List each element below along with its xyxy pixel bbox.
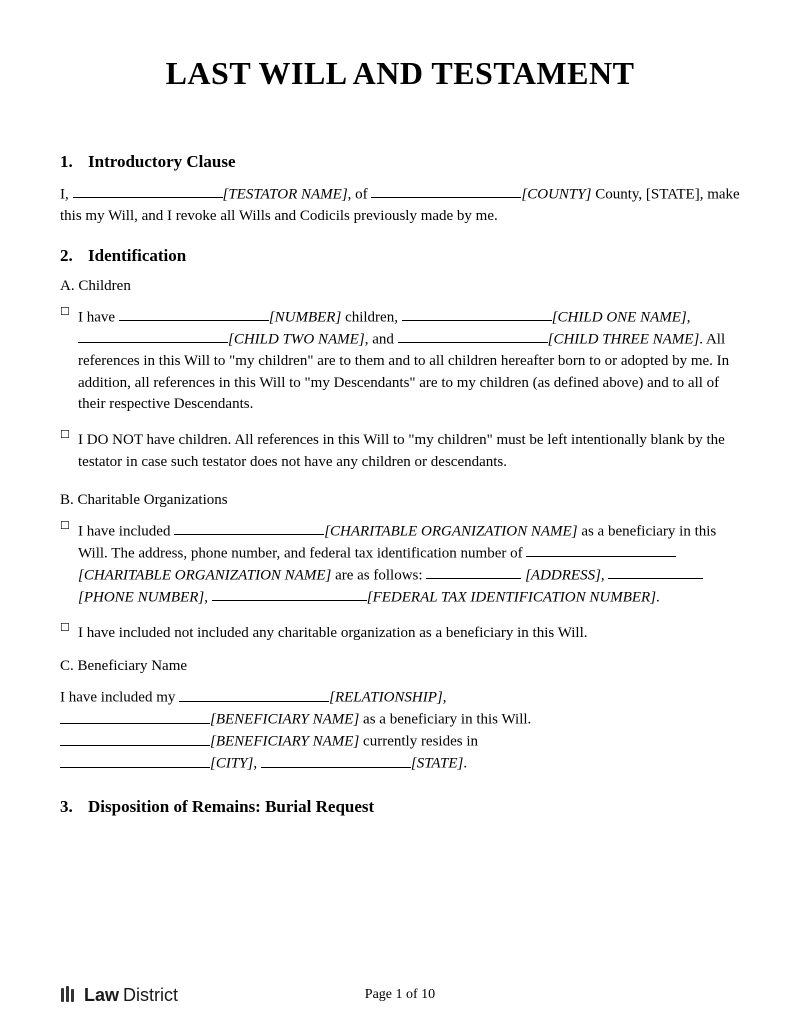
placeholder-testator-name: [TESTATOR NAME] — [223, 186, 348, 202]
placeholder-relationship: [RELATIONSHIP] — [329, 690, 443, 706]
blank-charitable-org-2[interactable] — [526, 543, 676, 557]
blank-child-one[interactable] — [402, 307, 552, 321]
intro-clause-paragraph: I, [TESTATOR NAME], of [COUNTY] County, … — [60, 184, 740, 228]
blank-beneficiary-1[interactable] — [60, 709, 210, 723]
text-fragment: , — [687, 309, 691, 325]
page-footer: LawDistrict Page 1 of 10 — [60, 983, 740, 1007]
blank-child-two[interactable] — [78, 329, 228, 343]
children-have-option: ☐ I have [NUMBER] children, [CHILD ONE N… — [60, 307, 740, 416]
text-fragment: , — [443, 690, 447, 706]
blank-child-three[interactable] — [398, 329, 548, 343]
section-3-title: Disposition of Remains: Burial Request — [88, 797, 374, 816]
placeholder-phone: [PHONE NUMBER] — [78, 589, 204, 605]
blank-follows[interactable] — [426, 565, 521, 579]
subsection-b-label: B. Charitable Organizations — [60, 492, 740, 509]
text-fragment: I DO NOT have children. All references i… — [78, 432, 725, 470]
blank-phone[interactable] — [608, 565, 703, 579]
placeholder-city: [CITY] — [210, 756, 253, 772]
text-fragment: children, — [341, 309, 401, 325]
section-1-title: Introductory Clause — [88, 152, 236, 171]
section-2-heading: 2.Identification — [60, 246, 740, 266]
brand-columns-icon — [60, 986, 80, 1004]
placeholder-child-two: [CHILD TWO NAME] — [228, 331, 365, 347]
text-fragment: are as follows: — [331, 567, 426, 583]
section-3-number: 3. — [60, 797, 88, 817]
text-fragment: , of — [348, 186, 372, 202]
placeholder-child-one: [CHILD ONE NAME] — [552, 309, 687, 325]
text-fragment: County, — [591, 186, 645, 202]
charitable-none-option: ☐ I have included not included any chari… — [60, 623, 740, 645]
placeholder-charitable-org-1: [CHARITABLE ORGANIZATION NAME] — [324, 523, 577, 539]
checkbox-icon[interactable]: ☐ — [60, 623, 70, 634]
blank-number-children[interactable] — [119, 307, 269, 321]
text-fragment: I have included not included any charita… — [78, 625, 588, 641]
blank-beneficiary-2[interactable] — [60, 731, 210, 745]
blank-relationship[interactable] — [179, 687, 329, 701]
beneficiary-paragraph: I have included my [RELATIONSHIP], [BENE… — [60, 687, 740, 775]
section-1-heading: 1.Introductory Clause — [60, 152, 740, 172]
subsection-c-label: C. Beneficiary Name — [60, 658, 740, 675]
blank-county[interactable] — [371, 184, 521, 198]
document-title: LAST WILL AND TESTAMENT — [60, 55, 740, 92]
subsection-a-label: A. Children — [60, 278, 740, 295]
blank-testator-name[interactable] — [73, 184, 223, 198]
text-fragment: . — [656, 589, 660, 605]
placeholder-child-three: [CHILD THREE NAME] — [548, 331, 700, 347]
text-fragment: , — [204, 589, 212, 605]
text-fragment: as a beneficiary in this Will. — [359, 712, 531, 728]
brand-logo: LawDistrict — [60, 985, 178, 1006]
checkbox-icon[interactable]: ☐ — [60, 307, 70, 318]
page-number: Page 1 of 10 — [365, 987, 435, 1003]
section-2-number: 2. — [60, 246, 88, 266]
section-3-heading: 3.Disposition of Remains: Burial Request — [60, 797, 740, 817]
charitable-included-option: ☐ I have included [CHARITABLE ORGANIZATI… — [60, 521, 740, 609]
text-fragment: , — [253, 756, 261, 772]
placeholder-number: [NUMBER] — [269, 309, 342, 325]
text-fragment: currently resides in — [359, 734, 478, 750]
placeholder-beneficiary-1: [BENEFICIARY NAME] — [210, 712, 359, 728]
blank-charitable-org-1[interactable] — [174, 521, 324, 535]
blank-city[interactable] — [60, 753, 210, 767]
text-fragment: . — [463, 756, 467, 772]
blank-state[interactable] — [261, 753, 411, 767]
text-fragment: I have — [78, 309, 119, 325]
placeholder-charitable-org-2: [CHARITABLE ORGANIZATION NAME] — [78, 567, 331, 583]
text-fragment: I, — [60, 186, 73, 202]
section-1-number: 1. — [60, 152, 88, 172]
placeholder-beneficiary-2: [BENEFICIARY NAME] — [210, 734, 359, 750]
checkbox-icon[interactable]: ☐ — [60, 430, 70, 441]
text-fragment: I have included my — [60, 690, 179, 706]
text-fragment: , — [601, 567, 609, 583]
section-2-title: Identification — [88, 246, 186, 265]
checkbox-icon[interactable]: ☐ — [60, 521, 70, 532]
brand-text-law: Law — [84, 985, 119, 1006]
blank-fein[interactable] — [212, 587, 367, 601]
placeholder-fein: [FEDERAL TAX IDENTIFICATION NUMBER] — [367, 589, 656, 605]
brand-text-district: District — [123, 985, 178, 1006]
placeholder-address: [ADDRESS] — [525, 567, 601, 583]
text-fragment: I have included — [78, 523, 174, 539]
placeholder-county: [COUNTY] — [521, 186, 591, 202]
text-fragment: , and — [365, 331, 398, 347]
children-none-option: ☐ I DO NOT have children. All references… — [60, 430, 740, 474]
placeholder-state: [STATE] — [411, 756, 464, 772]
